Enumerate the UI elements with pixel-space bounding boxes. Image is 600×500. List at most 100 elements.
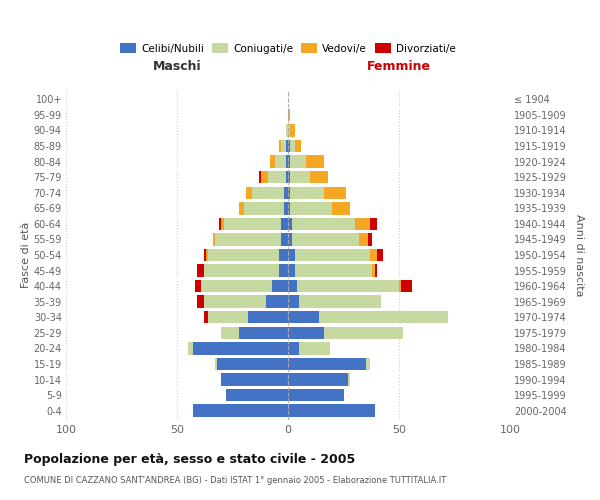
Bar (203, 311, 208, 324)
Bar (286, 140, 288, 152)
Bar (295, 249, 370, 261)
Legend: Celibi/Nubili, Coniugati/e, Vedovi/e, Divorziati/e: Celibi/Nubili, Coniugati/e, Vedovi/e, Di… (116, 39, 460, 58)
Bar (262, 171, 268, 183)
Bar (377, 249, 383, 261)
Bar (284, 186, 288, 199)
Bar (374, 264, 377, 277)
Bar (290, 124, 295, 136)
Bar (359, 233, 368, 245)
Bar (295, 140, 301, 152)
Bar (239, 202, 244, 214)
Bar (219, 218, 221, 230)
Bar (270, 156, 275, 168)
Bar (244, 202, 284, 214)
Bar (195, 280, 202, 292)
Bar (288, 311, 319, 324)
Bar (288, 218, 292, 230)
Bar (288, 140, 290, 152)
Bar (221, 326, 239, 339)
Bar (288, 264, 295, 277)
Bar (253, 186, 284, 199)
Bar (373, 264, 374, 277)
Bar (323, 186, 346, 199)
Bar (290, 202, 332, 214)
Y-axis label: Fasce di età: Fasce di età (20, 222, 31, 288)
Bar (215, 358, 217, 370)
Bar (208, 249, 279, 261)
Bar (370, 218, 377, 230)
Bar (197, 264, 203, 277)
Bar (288, 342, 299, 354)
Bar (286, 124, 288, 136)
Bar (217, 358, 288, 370)
Bar (279, 140, 281, 152)
Bar (297, 280, 399, 292)
Bar (355, 218, 370, 230)
Bar (272, 280, 288, 292)
Bar (208, 311, 248, 324)
Bar (193, 404, 288, 417)
Bar (288, 124, 290, 136)
Bar (281, 218, 288, 230)
Bar (288, 358, 366, 370)
Bar (288, 202, 290, 214)
Bar (288, 389, 343, 402)
Bar (193, 342, 288, 354)
Bar (224, 218, 281, 230)
Bar (290, 156, 306, 168)
Bar (284, 202, 288, 214)
Bar (197, 296, 203, 308)
Bar (288, 374, 348, 386)
Bar (266, 296, 288, 308)
Bar (288, 280, 297, 292)
Bar (288, 326, 323, 339)
Bar (239, 326, 288, 339)
Bar (221, 374, 288, 386)
Bar (288, 233, 292, 245)
Bar (370, 249, 377, 261)
Bar (203, 264, 279, 277)
Bar (221, 218, 224, 230)
Bar (348, 374, 350, 386)
Bar (299, 342, 330, 354)
Bar (268, 171, 286, 183)
Bar (401, 280, 412, 292)
Bar (281, 140, 286, 152)
Bar (286, 171, 288, 183)
Bar (286, 156, 288, 168)
Bar (319, 311, 448, 324)
Bar (368, 233, 373, 245)
Bar (259, 171, 262, 183)
Bar (288, 249, 295, 261)
Bar (306, 156, 323, 168)
Bar (288, 404, 374, 417)
Bar (203, 296, 266, 308)
Bar (288, 108, 290, 121)
Bar (279, 249, 288, 261)
Bar (288, 156, 290, 168)
Bar (299, 296, 381, 308)
Bar (288, 296, 299, 308)
Bar (323, 326, 403, 339)
Bar (188, 342, 193, 354)
Bar (288, 171, 290, 183)
Bar (290, 140, 295, 152)
Bar (310, 171, 328, 183)
Bar (246, 186, 253, 199)
Text: Popolazione per età, sesso e stato civile - 2005: Popolazione per età, sesso e stato civil… (24, 452, 355, 466)
Bar (290, 186, 323, 199)
Bar (248, 311, 288, 324)
Bar (281, 233, 288, 245)
Bar (203, 249, 206, 261)
Bar (366, 358, 370, 370)
Bar (399, 280, 401, 292)
Text: COMUNE DI CAZZANO SANT'ANDREA (BG) - Dati ISTAT 1° gennaio 2005 - Elaborazione T: COMUNE DI CAZZANO SANT'ANDREA (BG) - Dat… (24, 476, 446, 485)
Text: Femmine: Femmine (367, 60, 431, 73)
Bar (212, 233, 215, 245)
Text: Maschi: Maschi (152, 60, 202, 73)
Bar (206, 249, 208, 261)
Y-axis label: Anni di nascita: Anni di nascita (574, 214, 584, 296)
Bar (288, 186, 290, 199)
Bar (226, 389, 288, 402)
Bar (215, 233, 281, 245)
